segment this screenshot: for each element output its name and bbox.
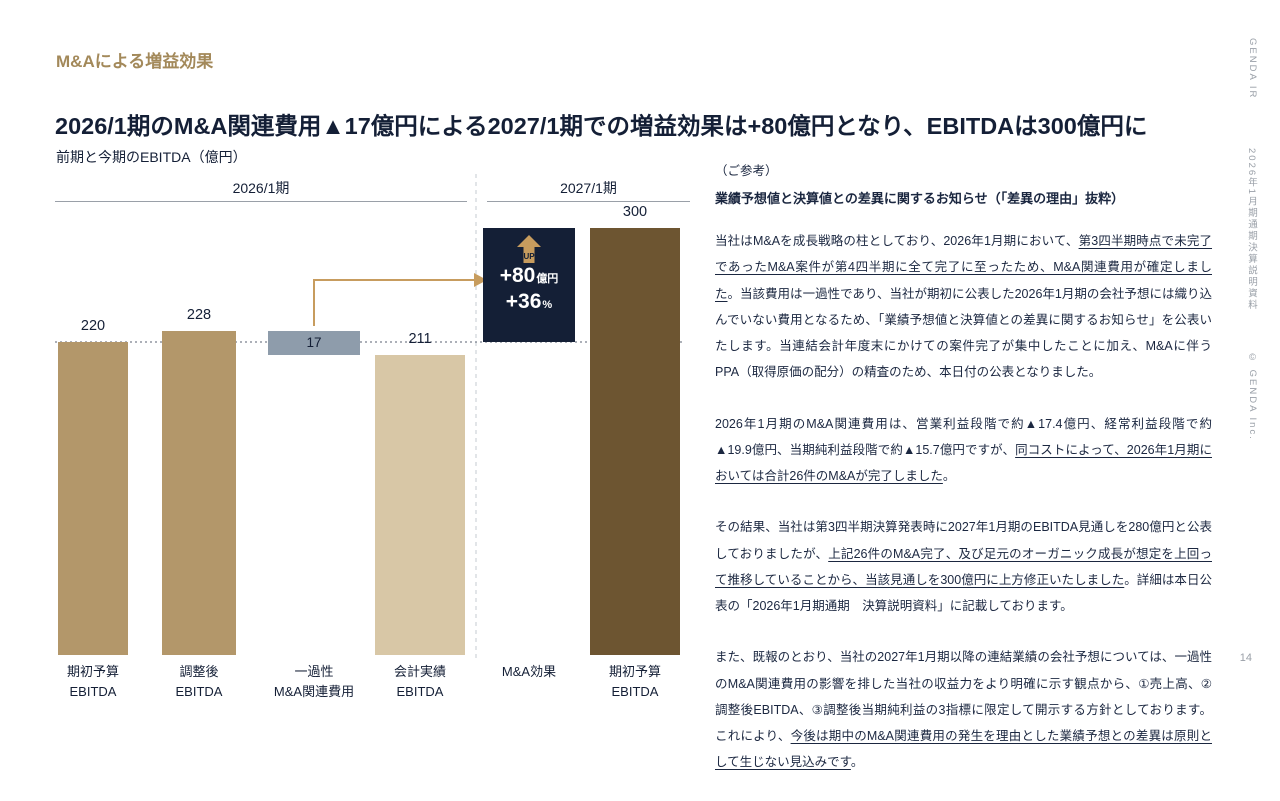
page-number: 14 [1239, 652, 1252, 664]
period-underline-2027 [487, 201, 690, 202]
effect-connector-arrowhead [474, 273, 487, 287]
category-label: 調整後 EBITDA [175, 664, 223, 700]
note-text-underlined: 第3四半期時点で未完了であったM&A案件が第4四半期に全て完了に至ったため、M&… [715, 234, 1213, 301]
note-text: 。 [850, 755, 864, 770]
effect-percent: +36% [505, 290, 553, 314]
reference-notes: （ご参考） 業績予想値と決算値との差異に関するお知らせ（「差異の理由」抜粋） 当… [715, 160, 1212, 801]
note-text-underlined: 上記26件のM&A完了、及び足元のオーガニック成長が想定を上回って推移しているこ… [715, 546, 1212, 587]
note-text: 当社はM&Aを成長戦略の柱としており、2026年1月期において、 [715, 234, 1079, 248]
ebitda-waterfall-chart: 2026/1期 2027/1期 期初予算 EBITDA 220 調整後 EBITDA 22… [55, 170, 700, 715]
note-paragraph: また、既報のとおり、当社の2027年1月期以降の連結業績の会社予想については、一… [715, 644, 1212, 775]
bar-value-label: 228 [186, 307, 212, 323]
ref-label: （ご参考） [715, 164, 778, 178]
ma-effect-box: UP +80 億円 +36% [483, 228, 575, 342]
bar-value-label: 300 [622, 204, 648, 220]
category-label: 期初予算 EBITDA [66, 664, 119, 700]
page-title: 2026/1期のM&A関連費用▲17億円による2027/1期での増益効果は+80… [55, 113, 1148, 139]
category-label: M&A効果 [501, 664, 557, 679]
section-tag: M&Aによる増益効果 [56, 52, 214, 71]
bar-value-label: 17 [306, 335, 322, 350]
note-paragraph: 2026年1月期のM&A関連費用は、営業利益段階で約▲17.4億円、経常利益段階… [715, 411, 1212, 490]
period-label-2027: 2027/1期 [560, 180, 617, 196]
up-arrow-icon: UP [517, 235, 541, 263]
notes-paragraphs: 当社はM&Aを成長戦略の柱としており、2026年1月期において、第3四半期時点で… [715, 228, 1212, 776]
ebitda-bar [58, 342, 128, 655]
bar-value-label: 211 [408, 331, 432, 347]
brand-vertical-label: GENDA IR [1247, 38, 1258, 100]
effect-amount: +80 億円 [499, 264, 559, 287]
note-text: 。詳細は本日公表の「2026年1月期通期 決算説明資料」に記載しております。 [715, 572, 1212, 613]
category-label: 一過性 M&A関連費用 [273, 664, 355, 700]
note-text: 。当該費用は一過性であり、当社が期初に公表した2026年1月期の会社予想には織り… [715, 286, 1212, 380]
note-text: その結果、当社は第3四半期決算発表時に2027年1月期のEBITDA見通しを28… [715, 520, 1212, 561]
note-text: 2026年1月期のM&A関連費用は、営業利益段階で約▲17.4億円、経常利益段階… [715, 416, 1212, 457]
category-label: 期初予算 EBITDA [608, 664, 661, 700]
period-label-2026: 2026/1期 [232, 180, 290, 196]
period-underline-2026 [55, 201, 467, 202]
note-text: 。 [942, 469, 956, 483]
effect-connector-arrow [313, 279, 474, 326]
copyright-vertical-label: © GENDA Inc. [1247, 352, 1258, 441]
note-paragraph: 当社はM&Aを成長戦略の柱としており、2026年1月期において、第3四半期時点で… [715, 228, 1212, 386]
doc-title-vertical-label: 2026年1月期通期決算説明資料 [1246, 148, 1257, 311]
category-label: 会計実績 EBITDA [393, 664, 446, 700]
note-text-underlined: 同コストによって、2026年1月期においては合計26件のM&Aが完了しました [715, 442, 1212, 483]
chart-subtitle: 前期と今期のEBITDA（億円） [56, 149, 247, 165]
chart-canvas: 期初予算 EBITDA 220 調整後 EBITDA 228 一過性 M&A関連費用 17 会計実… [55, 170, 700, 715]
notes-heading: 業績予想値と決算値との差異に関するお知らせ（「差異の理由」抜粋） [715, 191, 1125, 206]
ebitda-bar [162, 331, 236, 655]
floating-cost-bar [268, 331, 360, 355]
ebitda-bar [590, 228, 680, 655]
chart-annotations [55, 174, 685, 658]
bar-value-label: 220 [80, 318, 106, 334]
note-paragraph: その結果、当社は第3四半期決算発表時に2027年1月期のEBITDA見通しを28… [715, 514, 1212, 619]
ebitda-bar [375, 355, 465, 655]
svg-text:UP: UP [523, 252, 535, 261]
